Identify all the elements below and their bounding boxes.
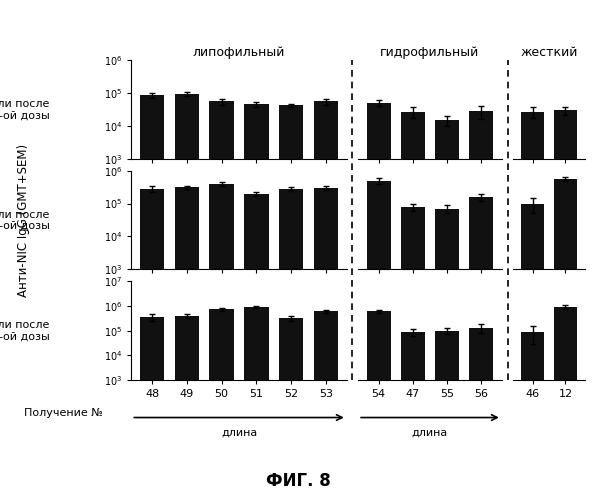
Bar [175, 316, 199, 500]
Bar [401, 206, 425, 500]
Bar [367, 103, 390, 500]
Bar [469, 328, 493, 500]
Text: Получение №: Получение № [24, 408, 103, 418]
Bar [367, 180, 390, 500]
Bar [210, 309, 234, 500]
Bar [435, 208, 459, 500]
Bar [554, 307, 577, 500]
Bar [554, 110, 577, 500]
Bar [175, 94, 199, 500]
Y-axis label: 4 недели после
1-ой дозы: 4 недели после 1-ой дозы [0, 98, 50, 120]
Bar [244, 194, 269, 500]
Bar [210, 102, 234, 500]
Bar [140, 317, 164, 500]
Bar [554, 179, 577, 500]
Bar [521, 204, 544, 500]
Bar [313, 312, 338, 500]
Bar [279, 318, 303, 500]
Y-axis label: 2 недели после
2-ой дозы: 2 недели после 2-ой дозы [0, 209, 50, 231]
Bar [279, 106, 303, 500]
Bar [279, 189, 303, 500]
Bar [401, 112, 425, 500]
Bar [401, 332, 425, 500]
Bar [313, 188, 338, 500]
Bar [521, 112, 544, 500]
Bar [244, 307, 269, 500]
Bar [469, 111, 493, 500]
Title: липофильный: липофильный [193, 46, 285, 59]
Text: длина: длина [412, 428, 448, 438]
Bar [469, 197, 493, 500]
Bar [313, 102, 338, 500]
Bar [175, 188, 199, 500]
Title: жесткий: жесткий [521, 46, 578, 59]
Title: гидрофильный: гидрофильный [380, 46, 479, 59]
Bar [140, 189, 164, 500]
Text: длина: длина [221, 428, 257, 438]
Bar [521, 332, 544, 500]
Bar [435, 330, 459, 500]
Bar [210, 184, 234, 500]
Bar [140, 95, 164, 500]
Text: Анти-NIC IgG (GMT+SEM): Анти-NIC IgG (GMT+SEM) [17, 144, 30, 296]
Bar [435, 120, 459, 500]
Y-axis label: 2 недели после
3-ой дозы: 2 недели после 3-ой дозы [0, 320, 50, 342]
Text: ФИГ. 8: ФИГ. 8 [266, 472, 331, 490]
Bar [367, 312, 390, 500]
Bar [244, 104, 269, 500]
